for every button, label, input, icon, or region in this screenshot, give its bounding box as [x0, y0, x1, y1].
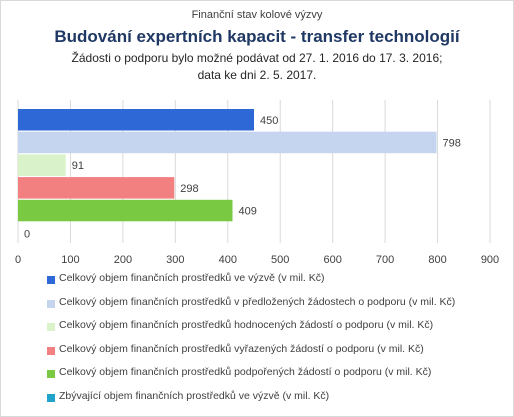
data-label-5: 409 [238, 206, 256, 218]
legend-swatch-6 [47, 393, 55, 402]
x-axis-ticks: 0 100 200 300 400 500 600 700 800 900 [15, 254, 499, 266]
x-tick-label-900: 900 [481, 254, 499, 266]
bar-4 [18, 177, 175, 199]
x-tick-label-400: 400 [219, 254, 237, 266]
x-tick-label-800: 800 [428, 254, 446, 266]
legend-swatch-3 [47, 323, 55, 332]
x-tick-label-100: 100 [61, 254, 79, 266]
data-label-2: 798 [443, 137, 461, 149]
chart-subtitle-line-2: data ke dni 2. 5. 2017. [197, 68, 317, 82]
bar-2 [18, 131, 437, 154]
legend-label-5: Celkový objem finančních prostředků podp… [59, 366, 432, 379]
x-tick-label-200: 200 [114, 254, 132, 266]
chart-supertitle: Finanční stav kolové výzvy [191, 9, 323, 21]
legend-swatch-2 [47, 299, 55, 308]
x-tick-label-0: 0 [15, 254, 21, 266]
legend-swatch-5 [47, 370, 55, 379]
legend-label-1: Celkový objem finančních prostředků ve v… [59, 272, 325, 284]
x-tick-label-300: 300 [166, 254, 184, 266]
legend-label-2: Celkový objem finančních prostředků v př… [59, 295, 456, 308]
legend-label-6: Zbývající objem finančních prostředků ve… [59, 389, 330, 402]
data-label-4: 298 [180, 183, 198, 195]
legend-swatch-4 [47, 346, 55, 355]
legend-swatch-1 [47, 276, 55, 284]
bar-5 [18, 199, 233, 222]
x-tick-label-700: 700 [376, 254, 394, 266]
x-tick-label-500: 500 [271, 254, 289, 266]
legend-label-3: Celkový objem finančních prostředků hodn… [59, 319, 434, 332]
bars [18, 109, 437, 222]
data-label-6: 0 [24, 228, 30, 240]
bar-1 [18, 109, 254, 131]
x-tick-label-600: 600 [323, 254, 341, 266]
bar-3 [18, 154, 66, 176]
chart-subtitle-line-1: Žádosti o podporu bylo možné podávat od … [71, 51, 443, 65]
legend-label-4: Celkový objem finančních prostředků vyřa… [59, 342, 424, 355]
chart-title: Budování expertních kapacit - transfer t… [54, 27, 460, 46]
data-label-1: 450 [260, 115, 278, 127]
data-label-3: 91 [72, 160, 84, 172]
data-labels: 450 798 91 298 409 0 [24, 115, 461, 241]
